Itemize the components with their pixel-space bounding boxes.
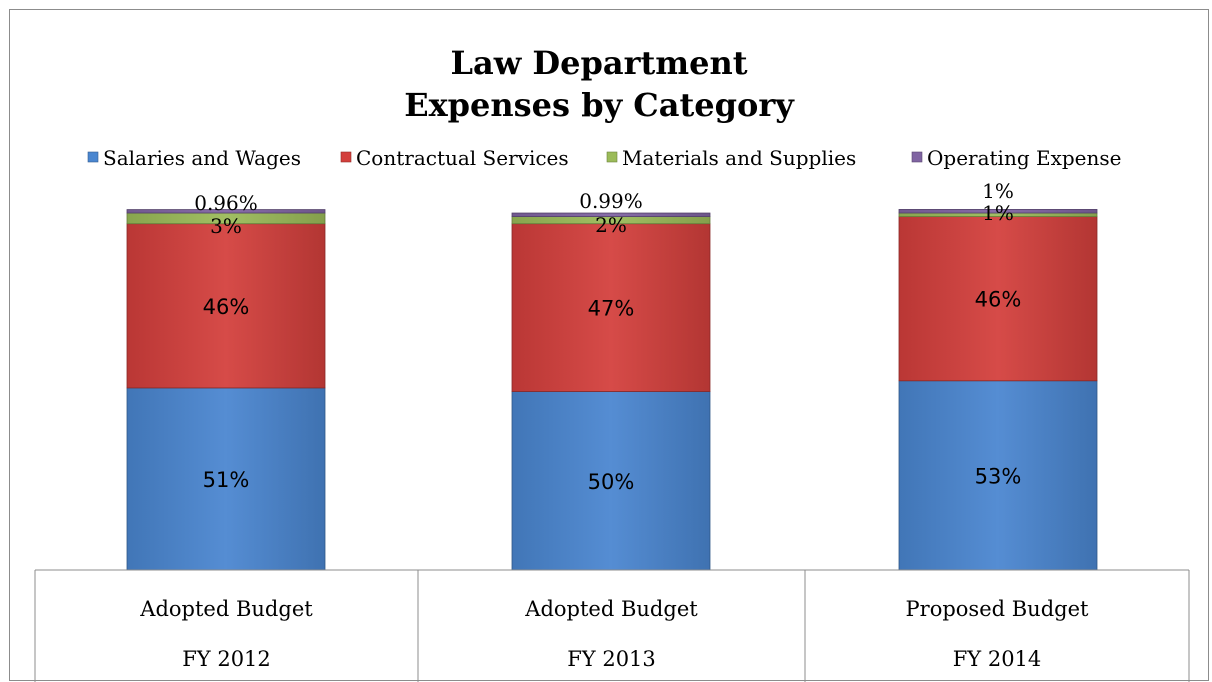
- data-label: 47%: [588, 297, 635, 321]
- data-label: 3%: [210, 214, 242, 238]
- bar-segment: [511, 391, 711, 571]
- category-label: FY 2013: [567, 647, 656, 671]
- chart-title-line: Expenses by Category: [404, 86, 795, 124]
- legend-swatch: [87, 151, 99, 163]
- legend-label: Operating Expense: [927, 146, 1122, 170]
- legend-item: Operating Expense: [911, 146, 1122, 170]
- data-labels: 51% 46% 0.96%3% 50% 47% 0.99%2% 53% 46% 1%1%: [194, 179, 1021, 494]
- chart-title: Law Department Expenses by Category: [404, 44, 795, 124]
- category-label: Adopted Budget: [139, 597, 313, 621]
- category-label: Proposed Budget: [906, 597, 1089, 621]
- bar-segment: [126, 387, 326, 571]
- legend-item: Contractual Services: [340, 146, 569, 170]
- category-label: Adopted Budget: [524, 597, 698, 621]
- bar-segment: [898, 380, 1098, 571]
- legend: Salaries and Wages Contractual Services Ma…: [87, 146, 1122, 170]
- data-label: 50%: [588, 470, 635, 494]
- bars: [126, 209, 1098, 571]
- bar-segment: [126, 209, 326, 214]
- data-label: 2%: [595, 213, 627, 237]
- category-axis: Adopted Budget FY 2012 Adopted Budget FY 20…: [34, 569, 1190, 682]
- legend-swatch: [911, 151, 923, 163]
- bar-segment: [898, 216, 1098, 382]
- category-label: FY 2012: [182, 647, 271, 671]
- data-label: 46%: [975, 288, 1022, 312]
- category-label: FY 2014: [953, 647, 1042, 671]
- chart-title-line: Law Department: [450, 44, 747, 82]
- legend-swatch: [340, 151, 352, 163]
- legend-item: Materials and Supplies: [606, 146, 856, 170]
- data-label: 53%: [975, 464, 1022, 488]
- data-label: 1%: [982, 201, 1014, 225]
- data-label: 51%: [203, 468, 250, 492]
- legend-label: Materials and Supplies: [622, 146, 856, 170]
- bar-segment: [898, 209, 1098, 214]
- legend-label: Contractual Services: [356, 146, 569, 170]
- data-label: 1%: [982, 179, 1014, 203]
- legend-swatch: [606, 151, 618, 163]
- data-label: 0.96%: [194, 191, 258, 215]
- bar-segment: [511, 223, 711, 392]
- legend-label: Salaries and Wages: [103, 146, 301, 170]
- legend-item: Salaries and Wages: [87, 146, 301, 170]
- chart-canvas: Law Department Expenses by Category Salar…: [34, 44, 1190, 682]
- chart-frame: Law Department Expenses by Category Salar…: [9, 9, 1209, 682]
- data-label: 46%: [203, 295, 250, 319]
- data-label: 0.99%: [579, 189, 643, 213]
- bar-segment: [511, 212, 711, 217]
- bar-segment: [126, 223, 326, 389]
